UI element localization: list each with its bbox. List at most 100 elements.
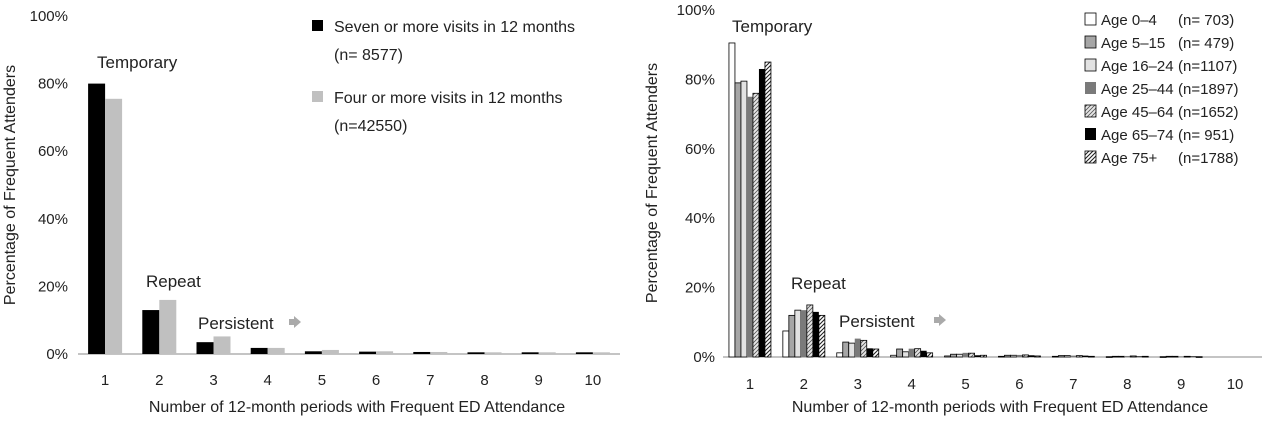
right-legend-label: Age 16–24 (1101, 58, 1174, 75)
right-bar (902, 351, 910, 358)
left-bar (359, 351, 377, 354)
left-bar (413, 351, 431, 354)
left-bar (376, 351, 394, 354)
right-legend-n: (n= 703) (1178, 12, 1234, 29)
right-y-tick-label: 80% (685, 71, 715, 88)
right-bar (956, 353, 963, 358)
left-annotation-persistent: Persistent (198, 314, 274, 333)
left-x-tick-label: 5 (318, 372, 326, 389)
right-bar (1010, 354, 1017, 358)
right-x-axis-title: Number of 12-month periods with Frequent… (792, 399, 1208, 416)
left-bar (250, 347, 268, 354)
left-legend: Seven or more visits in 12 months (n= 857… (312, 19, 575, 135)
right-bar (740, 80, 748, 358)
right-bar (1070, 355, 1077, 357)
right-bar (794, 309, 802, 358)
right-legend-swatch (1084, 58, 1097, 72)
right-bar (1087, 355, 1095, 358)
left-bar (521, 352, 539, 354)
left-bar (538, 352, 556, 354)
right-legend-label: Age 75+ (1101, 150, 1158, 167)
right-x-tick-label: 7 (1069, 376, 1077, 393)
left-legend-n: (n=42550) (334, 118, 407, 135)
right-bar (1075, 355, 1083, 358)
right-annotation-persistent: Persistent (839, 312, 915, 331)
right-bar (812, 311, 819, 357)
right-bar (1136, 356, 1143, 358)
right-bar (890, 354, 898, 358)
right-legend: Age 0–4 (n= 703) Age 5–15 (n= 479)Age 16–24… (1084, 12, 1238, 167)
left-bar (88, 83, 106, 354)
right-legend-label: Age 45–64 (1101, 104, 1174, 121)
right-bar (734, 82, 742, 358)
left-bar (430, 351, 448, 354)
right-bar (1129, 355, 1137, 358)
left-y-tick-label: 20% (38, 278, 68, 295)
right-legend-label: Age 0–4 (1101, 12, 1157, 29)
right-legend-swatch (1084, 104, 1097, 118)
right-bar (848, 342, 856, 358)
right-bar (896, 348, 904, 358)
right-bar (818, 314, 826, 358)
left-bar (267, 347, 285, 354)
left-bar (484, 352, 502, 354)
right-legend-label: Age 5–15 (1101, 35, 1165, 52)
right-bar (914, 348, 922, 358)
right-bar (1190, 356, 1197, 358)
right-legend-swatch (1085, 128, 1096, 140)
left-x-axis-title: Number of 12-month periods with Frequent… (149, 399, 565, 416)
right-x-tick-label: 9 (1177, 376, 1185, 393)
right-bar (1141, 355, 1149, 358)
right-bar (746, 96, 753, 357)
left-x-tick-label: 3 (209, 372, 217, 389)
right-bar (806, 304, 814, 358)
right-bar (1105, 356, 1113, 358)
right-legend-n: (n= 951) (1178, 127, 1234, 144)
right-bar (1171, 355, 1179, 358)
right-bar (950, 353, 957, 358)
left-x-tick-label: 8 (480, 372, 488, 389)
right-bar (1183, 355, 1191, 358)
right-bar (860, 339, 868, 358)
right-x-tick-label: 5 (961, 376, 969, 393)
right-bar (1165, 355, 1173, 358)
right-x-tick-label: 2 (800, 376, 808, 393)
left-y-tick-label: 60% (38, 143, 68, 160)
right-y-tick-label: 100% (677, 2, 715, 19)
left-bar (575, 352, 593, 354)
right-persistent-arrow (934, 314, 946, 326)
right-bar (1111, 355, 1119, 358)
right-bar (998, 355, 1005, 358)
right-bar (1057, 355, 1065, 358)
right-bar (1124, 355, 1131, 357)
right-bar (1034, 355, 1041, 358)
right-chart: 1 2 3 4 5 6 7 8 9 10 0% 20% 40% 60% 80% 100% Number of… (644, 2, 1262, 416)
left-annotation-temporary: Temporary (97, 53, 178, 72)
left-y-tick-label: 0% (46, 346, 68, 363)
right-x-tick-label: 6 (1015, 376, 1023, 393)
right-legend-n: (n=1788) (1178, 150, 1238, 167)
left-legend-label: Four or more visits in 12 months (334, 90, 563, 107)
left-bar (321, 349, 339, 354)
left-persistent-arrow (289, 316, 301, 328)
right-legend-n: (n= 479) (1178, 35, 1234, 52)
right-legend-n: (n=1107) (1178, 58, 1237, 75)
right-y-axis-title: Percentage of Frequent Attenders (644, 63, 661, 303)
left-bar (213, 336, 231, 354)
right-bar (866, 348, 873, 357)
right-bar (1063, 355, 1071, 358)
right-bar (1117, 355, 1125, 358)
left-x-tick-label: 1 (101, 372, 109, 389)
left-bar (105, 98, 123, 354)
right-legend-swatch (1085, 82, 1096, 94)
left-x-tick-label: 4 (264, 372, 272, 389)
right-bar (1178, 356, 1185, 358)
right-bar (968, 352, 975, 358)
left-bar (592, 352, 610, 354)
right-bar (1004, 354, 1011, 358)
left-legend-label: Seven or more visits in 12 months (334, 19, 575, 36)
left-y-axis-title: Percentage of Frequent Attenders (2, 65, 19, 305)
right-y-tick-label: 60% (685, 141, 715, 158)
right-legend-label: Age 25–44 (1101, 81, 1174, 98)
